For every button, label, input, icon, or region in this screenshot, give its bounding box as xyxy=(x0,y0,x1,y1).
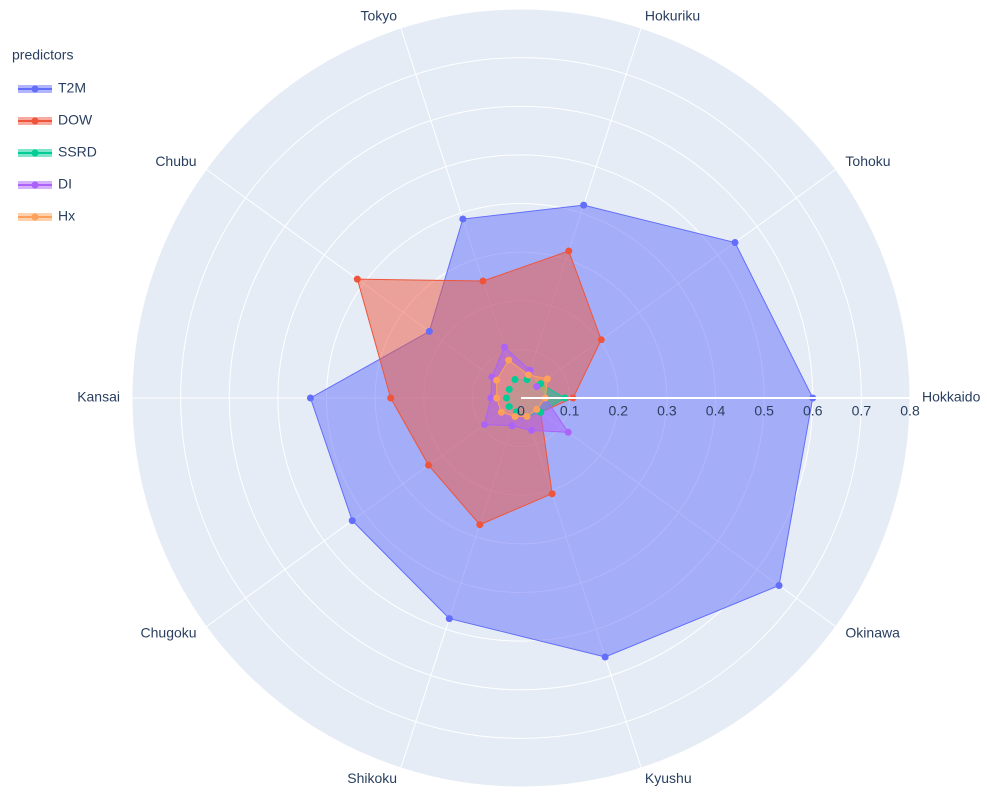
data-point xyxy=(528,426,536,434)
radial-tick-label: 0.6 xyxy=(803,403,823,419)
data-point xyxy=(564,428,572,436)
radial-tick-label: 0.8 xyxy=(900,403,920,419)
data-point xyxy=(543,375,551,383)
category-label: Okinawa xyxy=(845,624,900,640)
data-point xyxy=(502,394,510,402)
data-point xyxy=(525,371,533,379)
data-point xyxy=(387,394,395,402)
category-label: Kansai xyxy=(77,389,120,405)
data-point xyxy=(348,517,356,525)
legend-label: Hx xyxy=(58,208,75,224)
data-point xyxy=(580,201,588,209)
data-point xyxy=(425,327,433,335)
data-point xyxy=(597,336,605,344)
data-point xyxy=(487,394,495,402)
data-point xyxy=(505,385,513,393)
radial-tick-label: 0.1 xyxy=(560,403,580,419)
data-point xyxy=(480,421,488,429)
legend-label: T2M xyxy=(58,80,86,96)
category-label: Chubu xyxy=(155,153,196,169)
legend-label: DOW xyxy=(58,112,93,128)
data-point xyxy=(505,356,513,364)
legend-label: DI xyxy=(58,176,72,192)
data-point xyxy=(601,653,609,661)
legend-marker xyxy=(31,213,39,221)
radial-tick-label: 0.3 xyxy=(657,403,677,419)
data-point xyxy=(505,403,513,411)
radial-tick-label: 0.5 xyxy=(754,403,774,419)
category-label: Hokkaido xyxy=(922,389,981,405)
data-point xyxy=(459,215,467,223)
data-point xyxy=(425,461,433,469)
data-point xyxy=(353,275,361,283)
data-point xyxy=(493,394,501,402)
category-label: Shikoku xyxy=(347,770,397,786)
legend-label: SSRD xyxy=(58,144,97,160)
data-point xyxy=(731,239,739,247)
data-point xyxy=(508,422,516,430)
data-point xyxy=(523,412,531,420)
category-label: Tokyo xyxy=(361,7,398,23)
category-label: Tohoku xyxy=(845,153,890,169)
data-point xyxy=(533,405,541,413)
data-point xyxy=(511,412,519,420)
radial-tick-label: 0 xyxy=(517,403,525,419)
category-label: Chugoku xyxy=(141,624,197,640)
data-point xyxy=(479,277,487,285)
radial-tick-label: 0.2 xyxy=(609,403,629,419)
data-point xyxy=(775,581,783,589)
category-label: Kyushu xyxy=(645,770,692,786)
data-point xyxy=(511,376,519,384)
data-point xyxy=(565,247,573,255)
legend-marker xyxy=(31,149,39,157)
category-label: Hokuriku xyxy=(645,7,700,23)
legend-marker xyxy=(31,181,39,189)
legend-marker xyxy=(31,117,39,125)
data-point xyxy=(497,408,505,416)
data-point xyxy=(306,394,314,402)
data-point xyxy=(548,490,556,498)
data-point xyxy=(493,376,501,384)
data-point xyxy=(445,615,453,623)
radial-tick-label: 0.4 xyxy=(706,403,726,419)
data-point xyxy=(500,343,508,351)
radial-tick-label: 0.7 xyxy=(852,403,872,419)
legend-title: predictors xyxy=(12,47,73,63)
data-point xyxy=(533,383,541,391)
legend-marker xyxy=(31,85,39,93)
data-point xyxy=(476,521,484,529)
